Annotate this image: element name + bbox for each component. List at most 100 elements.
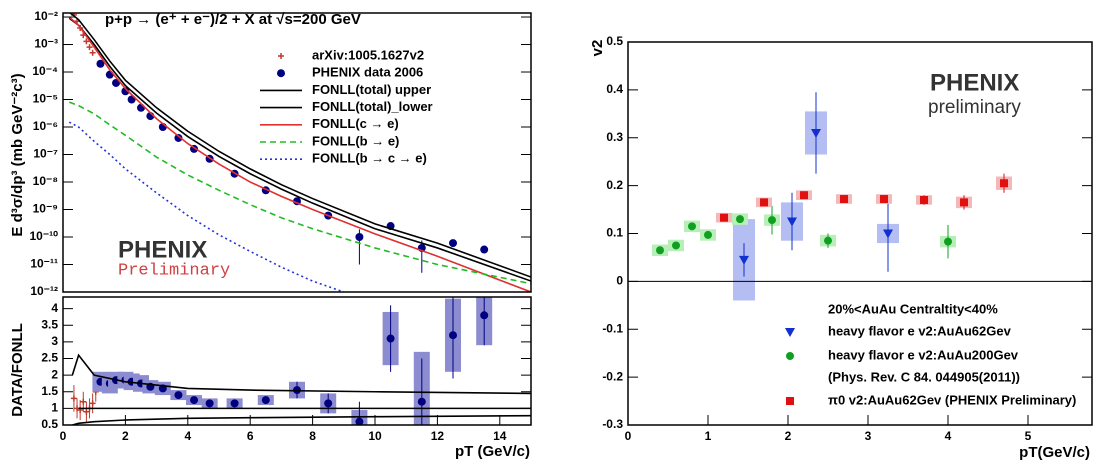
marker [190, 396, 199, 405]
marker [760, 198, 768, 207]
y-tick-label: 10⁻⁸ [33, 174, 58, 188]
x-tick-label: 1 [705, 429, 712, 443]
logo: PHENIX [930, 69, 1019, 96]
marker [449, 331, 457, 340]
y-tick-label: -0.3 [602, 417, 623, 431]
marker [720, 213, 728, 222]
legend-label: heavy flavor e v2:AuAu200Gev [828, 347, 1019, 362]
marker [944, 237, 952, 246]
marker [83, 408, 90, 415]
x-tick-label: 3 [865, 429, 872, 443]
marker [768, 216, 776, 225]
frame [62, 12, 532, 293]
y-tick-label: 0.5 [606, 34, 623, 48]
curve [68, 13, 531, 278]
marker [386, 334, 395, 343]
marker [785, 328, 795, 337]
marker [86, 44, 93, 51]
x-tick-label: 4 [945, 429, 952, 443]
marker [786, 397, 794, 405]
marker [70, 395, 77, 402]
y-tick-label: 0.2 [606, 178, 623, 192]
y-tick-label: 0.4 [606, 82, 623, 96]
legend-label: π0 v2:AuAu62Gev (PHENIX Preliminary) [828, 392, 1076, 407]
marker [278, 53, 284, 59]
frame [627, 41, 1093, 426]
marker [449, 239, 457, 248]
x-axis-label: pT(GeV/c) [1019, 444, 1090, 461]
marker [277, 69, 285, 78]
marker [656, 246, 664, 255]
marker [840, 195, 848, 204]
marker [355, 233, 364, 242]
marker [704, 230, 712, 239]
x-tick-label: 8 [309, 429, 316, 443]
y-tick-label: 1 [51, 401, 58, 415]
marker [83, 38, 90, 45]
logo: PHENIX [118, 236, 207, 263]
legend-label: arXiv:1005.1627v2 [312, 47, 424, 62]
legend-label: FONLL(total)_lower [312, 99, 433, 114]
marker [883, 229, 893, 239]
y-tick-label: 0.3 [606, 130, 623, 144]
frame [62, 296, 532, 426]
marker [324, 399, 333, 408]
curve [68, 17, 531, 282]
curve [71, 353, 531, 395]
marker [800, 191, 808, 200]
marker [230, 399, 239, 408]
x-tick-label: 2 [785, 429, 792, 443]
x-tick-label: 6 [247, 429, 254, 443]
plot-area [70, 297, 531, 425]
marker [121, 87, 130, 96]
y-tick-label: 10⁻¹² [30, 284, 58, 298]
y-tick-label: 4 [51, 301, 58, 315]
y-tick-label: 10⁻³ [34, 37, 58, 51]
y-tick-label: 10⁻⁹ [33, 202, 58, 216]
y-tick-label: 1.5 [41, 384, 58, 398]
y-tick-label: 0.1 [606, 226, 623, 240]
logo-sub: Preliminary [118, 261, 230, 280]
plot-area [68, 13, 531, 292]
y-axis-label: E d³σ/dp³ (mb GeV⁻²c³) [9, 73, 26, 236]
marker [174, 133, 183, 142]
y-tick-label: -0.2 [602, 369, 623, 383]
x-tick-label: 10 [368, 429, 382, 443]
marker [1000, 179, 1008, 188]
y-axis-label: DATA/FONLL [9, 323, 26, 417]
y-tick-label: 10⁻⁷ [33, 147, 58, 161]
marker [205, 399, 214, 408]
marker [480, 245, 489, 254]
marker [786, 352, 794, 360]
y-tick-label: 2.5 [41, 351, 58, 365]
y-axis-label: v2 [589, 40, 606, 57]
marker [736, 215, 744, 224]
legend-label: heavy flavor e v2:AuAu62Gev [828, 323, 1012, 338]
marker [105, 70, 114, 79]
marker [811, 128, 821, 138]
y-tick-label: 10⁻⁶ [33, 119, 58, 133]
marker [417, 397, 426, 406]
x-axis-label: pT (GeV/c) [455, 443, 530, 460]
y-tick-label: 10⁻⁴ [32, 64, 58, 78]
marker [137, 103, 145, 112]
marker [920, 195, 928, 204]
y-tick-label: 10⁻² [34, 9, 58, 23]
legend-label: FONLL(total) upper [312, 82, 431, 97]
x-tick-label: 4 [184, 429, 191, 443]
marker [739, 255, 749, 265]
y-tick-label: 3 [51, 334, 58, 348]
curve [68, 101, 531, 285]
marker [355, 417, 364, 425]
legend-title: 20%<AuAu Centraltity<40% [828, 301, 998, 316]
chart-title: p+p → (e⁺ + e⁻)/2 + X at √s=200 GeV [105, 11, 361, 28]
marker [89, 400, 96, 407]
marker [824, 236, 832, 245]
y-tick-label: 10⁻¹¹ [30, 257, 58, 271]
y-tick-label: 0.5 [41, 417, 58, 431]
marker [480, 311, 489, 320]
x-tick-label: 0 [625, 429, 632, 443]
x-tick-label: 14 [493, 429, 507, 443]
legend-label: FONLL(b → e) [312, 133, 399, 148]
